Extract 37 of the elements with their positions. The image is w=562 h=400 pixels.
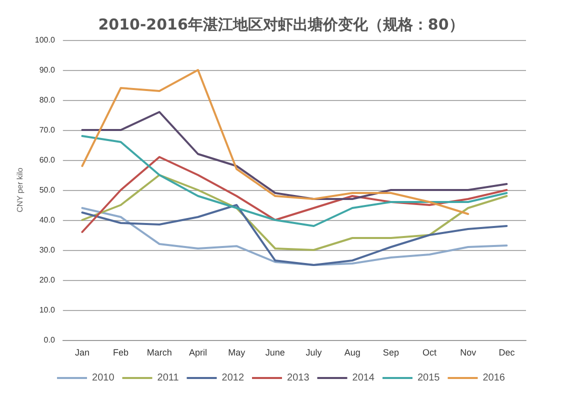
legend-label: 2015 [418,372,440,384]
x-tick-label: Feb [113,348,129,358]
x-tick-label: Sep [382,348,399,358]
line-series [81,135,508,227]
legend-label: 2010 [92,372,115,384]
y-tick-label: 90.0 [39,66,56,74]
x-tick-label: May [228,348,246,358]
line-series [81,111,508,200]
legend-label: 2012 [222,372,244,384]
chart-title: 2010-2016年湛江地区对虾出塘价变化（规格：80） [98,16,464,34]
y-tick-label: 80.0 [39,96,56,104]
y-tick-label: 50.0 [39,186,56,194]
y-tick-label: 10.0 [39,306,56,314]
line-series [81,69,470,215]
y-tick-label: 30.0 [39,246,56,254]
x-tick-label: Jan [74,348,90,358]
x-tick-label: April [188,348,207,358]
x-tick-label: July [306,348,322,358]
line-series [81,156,508,233]
legend-label: 2013 [287,372,310,384]
y-axis-title: CNY per kilo [16,167,24,212]
y-tick-label: 20.0 [39,276,56,284]
x-tick-label: March [146,348,172,358]
x-tick-label: Dec [498,348,516,358]
legend-label: 2014 [352,372,375,384]
y-tick-label: 60.0 [39,156,56,164]
legend-label: 2016 [482,372,506,384]
y-tick-label: 70.0 [39,126,56,134]
y-tick-label: 0.0 [44,336,56,344]
x-tick-label: Oct [422,348,438,358]
legend-label: 2011 [157,372,180,384]
x-tick-label: June [265,348,285,358]
x-tick-label: Nov [460,348,477,358]
line-series [81,174,508,251]
y-tick-label: 100.0 [34,36,56,44]
y-tick-label: 40.0 [39,216,56,224]
x-tick-label: Aug [344,348,360,358]
